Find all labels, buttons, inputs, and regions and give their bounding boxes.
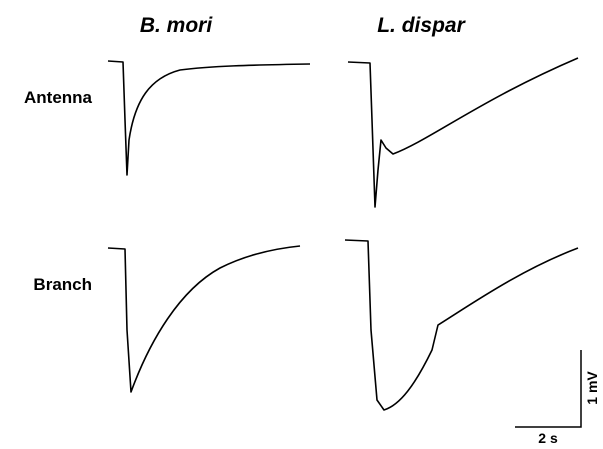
column-title: L. dispar <box>377 14 466 37</box>
scale-label: 2 s <box>538 430 558 446</box>
trace <box>107 60 311 176</box>
row-label: Antenna <box>24 88 93 107</box>
row-label: Branch <box>33 275 92 294</box>
trace <box>107 245 301 393</box>
trace <box>344 239 579 411</box>
trace <box>347 57 579 208</box>
scale-bar <box>515 350 582 428</box>
column-title: B. mori <box>140 14 214 37</box>
scale-label: 1 mV <box>584 371 600 405</box>
